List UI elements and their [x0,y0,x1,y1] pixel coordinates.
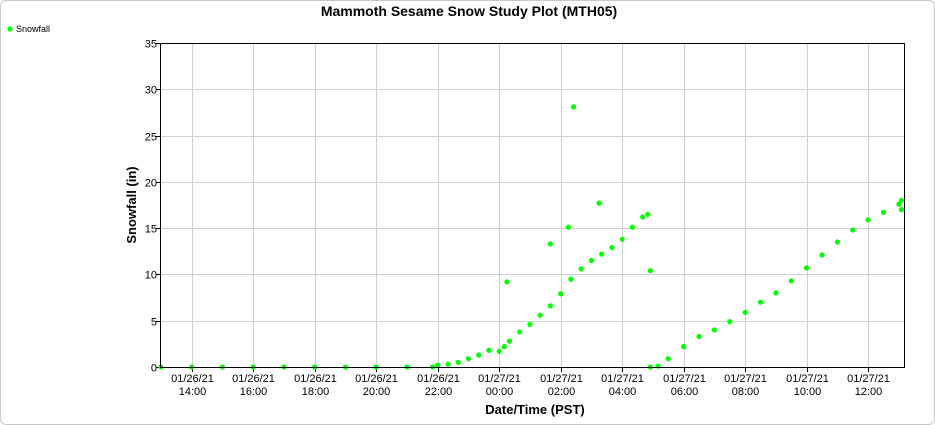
snowfall-point [609,245,615,251]
y-tick-label: 5 [151,317,157,329]
snowfall-point [804,265,810,271]
snowfall-point [496,348,502,354]
x-tick-label-time: 12:00 [855,386,883,398]
data-points [158,104,905,370]
snowfall-point [455,359,461,365]
snowfall-point [896,201,902,207]
chart-title: Mammoth Sesame Snow Study Plot (MTH05) [321,3,617,19]
plot-area-border [160,43,905,368]
snowfall-point [727,319,733,325]
snowfall-point [568,276,574,282]
snowfall-point [640,214,646,220]
x-tick-label-time: 16:00 [240,386,268,398]
gridlines [161,43,904,367]
snowfall-point [527,321,533,327]
snowfall-point [865,217,871,223]
snowfall-point [773,290,779,296]
legend: Snowfall [7,24,50,34]
x-tick-label-date: 01/27/21 [847,373,890,385]
y-tick-label: 30 [145,85,157,97]
snowfall-point [547,303,554,309]
x-tick-label-time: 08:00 [732,386,760,398]
x-tick-label-time: 10:00 [794,386,822,398]
x-tick-label-date: 01/27/21 [478,373,521,385]
legend-label: Snowfall [16,24,50,34]
x-tick-label-date: 01/26/21 [294,373,337,385]
x-tick-label-time: 06:00 [671,386,699,398]
x-tick-label-time: 00:00 [486,386,514,398]
snowfall-point [517,329,523,335]
x-tick-label-time: 14:00 [179,386,207,398]
snowfall-point [506,338,512,344]
snowfall-point [619,236,625,242]
snowfall-point [788,278,794,284]
snowfall-point [486,347,492,353]
y-axis-ticks: 0 5 10 15 20 25 30 35 [145,39,161,375]
snowfall-point [504,279,510,285]
snowfall-point [565,224,572,230]
x-axis-ticks: 01/26/2114:0001/26/2116:0001/26/2118:000… [171,367,890,398]
x-tick-label-date: 01/26/21 [232,373,275,385]
x-tick-label-date: 01/26/21 [355,373,398,385]
y-tick-label: 25 [145,132,157,144]
x-tick-label-date: 01/27/21 [540,373,583,385]
x-tick-label-date: 01/27/21 [663,373,706,385]
snowfall-point [476,352,482,358]
snowfall-point [665,356,671,362]
snowfall-point [757,299,764,305]
x-tick-label-time: 02:00 [548,386,576,398]
snowfall-point [696,333,702,340]
x-tick-label-time: 04:00 [609,386,637,398]
snowfall-point [596,200,602,206]
x-tick-label-date: 01/27/21 [724,373,767,385]
snowfall-point [547,241,554,247]
x-tick-label-time: 20:00 [363,386,391,398]
x-tick-label-time: 18:00 [302,386,330,398]
snowfall-point [742,309,748,315]
snowfall-point [681,344,687,350]
snowfall-point [537,312,543,318]
y-tick-label: 0 [151,363,157,375]
snowfall-point [898,197,905,203]
snowfall-point [501,344,507,350]
snowfall-point [588,257,595,264]
y-axis-title: Snowfall (in) [124,166,139,243]
y-tick-label: 10 [145,270,157,282]
y-tick-label: 35 [145,39,157,51]
x-tick-label-time: 22:00 [425,386,453,398]
x-axis-title: Date/Time (PST) [485,402,584,417]
snowfall-point [647,268,654,274]
snowfall-point [898,207,905,213]
x-tick-label-date: 01/26/21 [171,373,214,385]
legend-marker [7,26,13,32]
snowfall-point [629,224,636,230]
snowfall-point [834,239,841,245]
snowfall-point [880,209,887,215]
snowfall-point [578,266,584,272]
snowfall-point [819,252,825,258]
snowfall-point [599,251,605,257]
y-tick-label: 20 [145,178,157,190]
y-tick-label: 15 [145,224,157,236]
snowfall-point [558,291,564,297]
x-tick-label-date: 01/27/21 [786,373,829,385]
snowfall-point [850,227,856,233]
snowfall-point [435,362,441,368]
snowfall-point [465,356,471,362]
x-tick-label-date: 01/27/21 [601,373,644,385]
snowfall-point [645,211,651,217]
x-tick-label-date: 01/26/21 [417,373,460,385]
snowfall-point [570,104,577,110]
snowfall-point [711,327,718,333]
snowfall-point [445,361,451,367]
